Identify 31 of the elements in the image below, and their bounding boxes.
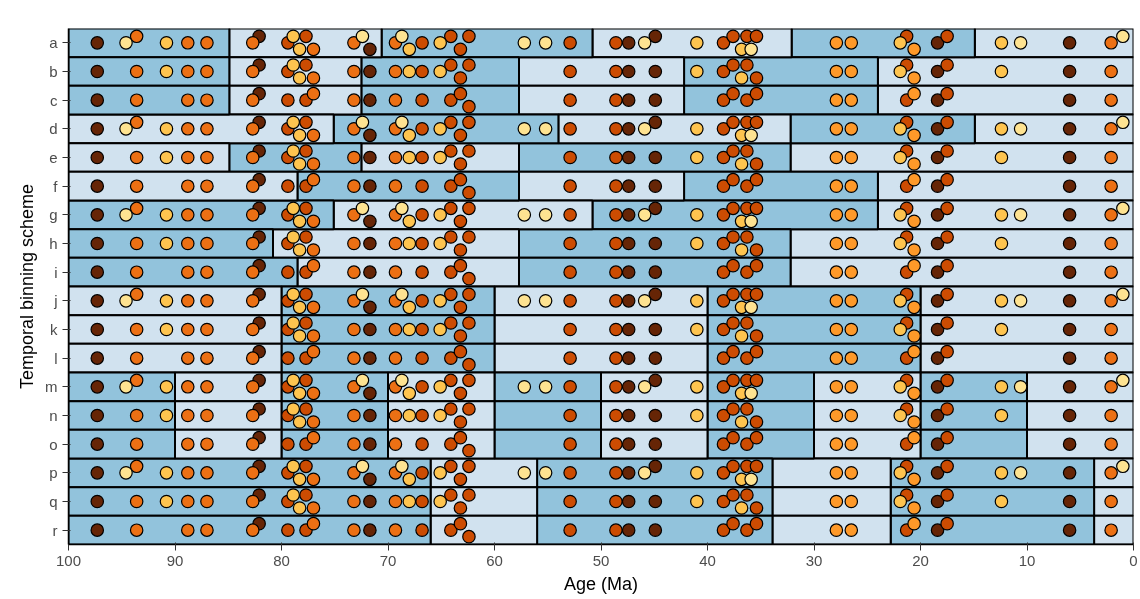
y-tick-label: c xyxy=(50,91,58,109)
x-tick-label: 40 xyxy=(699,551,716,569)
y-tick-label: p xyxy=(49,464,58,482)
y-tick-label: n xyxy=(49,407,58,424)
y-tick-label: a xyxy=(49,34,59,52)
y-tick-label: m xyxy=(45,378,58,396)
y-tick-label: q xyxy=(49,493,58,510)
x-tick-label: 0 xyxy=(1129,551,1138,569)
y-tick-label: e xyxy=(49,149,58,166)
x-tick-label: 30 xyxy=(805,551,823,569)
x-tick-label: 50 xyxy=(592,551,610,569)
x-tick-label: 20 xyxy=(912,551,929,569)
y-tick-label: d xyxy=(49,120,58,138)
x-tick-label: 10 xyxy=(1018,551,1036,569)
y-axis-title: Temporal binning scheme xyxy=(17,183,37,390)
y-tick-label: k xyxy=(50,321,58,338)
x-tick-label: 90 xyxy=(166,551,184,569)
x-axis-title: Age (Ma) xyxy=(563,573,639,594)
y-tick-label: b xyxy=(49,63,58,80)
y-tick-label: i xyxy=(54,263,58,281)
y-tick-label: j xyxy=(53,292,58,310)
y-tick-label: l xyxy=(54,349,58,367)
y-tick-label: f xyxy=(53,177,59,195)
y-tick-label: r xyxy=(52,521,58,539)
x-tick-label: 60 xyxy=(486,551,503,569)
y-tick-label: o xyxy=(49,435,58,453)
x-tick-label: 70 xyxy=(379,551,397,569)
x-tick-label: 80 xyxy=(273,551,290,569)
y-tick-label: g xyxy=(49,206,58,224)
y-tick-label: h xyxy=(49,235,58,252)
x-tick-label: 100 xyxy=(55,551,82,569)
